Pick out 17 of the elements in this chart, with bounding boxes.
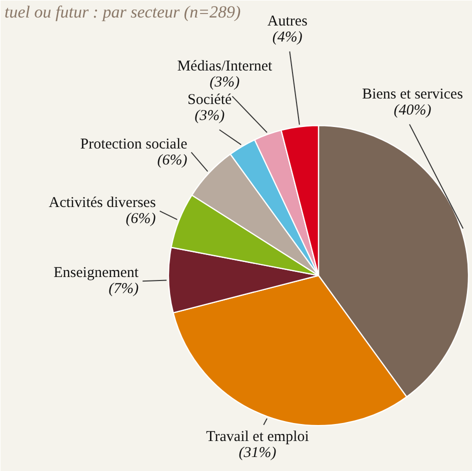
slice-label: Travail et emploi [206, 428, 309, 445]
data-label: (6%) [126, 211, 156, 228]
data-label: (4%) [272, 29, 302, 46]
data-label: (3%) [210, 74, 240, 90]
slice-label: Médias/Internet [177, 58, 273, 74]
slice-label: Activités diverses [48, 195, 156, 212]
chart-title: tuel ou futur : par secteur (n=289) [4, 2, 242, 22]
slice-label: Protection sociale [80, 136, 188, 152]
data-label: (31%) [238, 444, 276, 461]
slice-label: Autres [267, 13, 308, 30]
data-label: (40%) [394, 102, 432, 118]
data-label: (7%) [108, 281, 139, 298]
slice-label: Société [187, 92, 232, 108]
data-label: (6%) [157, 152, 188, 168]
slice-label: Enseignement [54, 265, 140, 282]
slice-label: Biens et services [362, 86, 464, 102]
data-label: (3%) [194, 108, 225, 124]
